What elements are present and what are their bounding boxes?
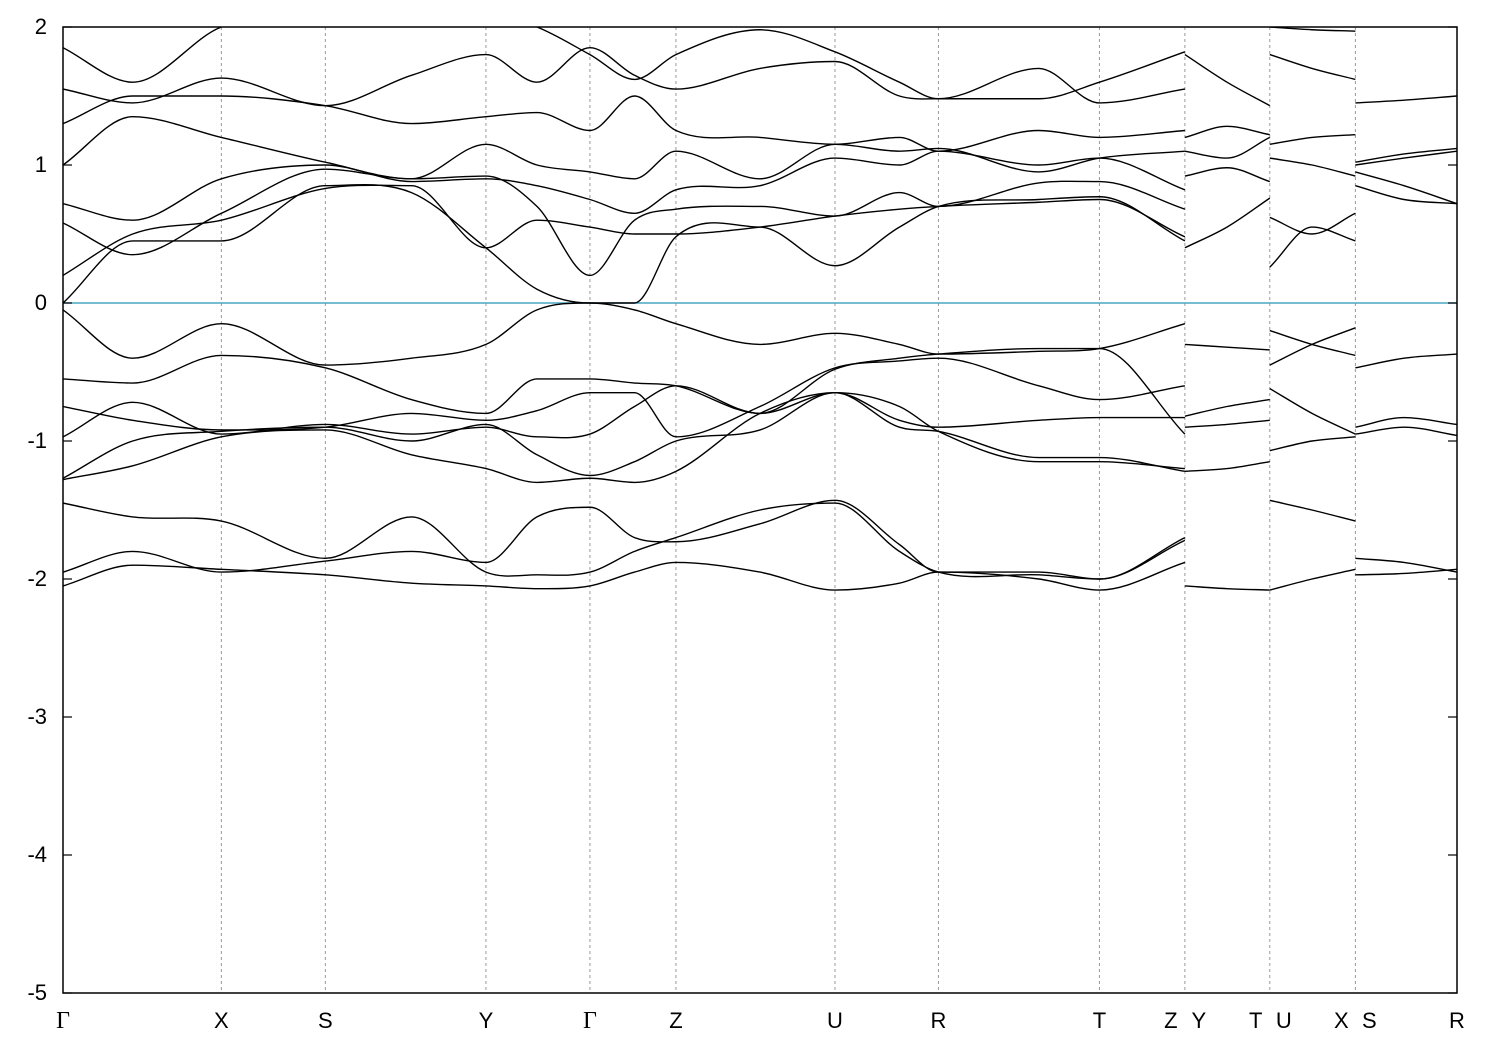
kpoint-label: Y (479, 1008, 494, 1033)
band-line (1269, 27, 1356, 32)
band-line (1355, 171, 1457, 205)
band-line (1184, 54, 1271, 107)
band-line (63, 391, 1185, 484)
band-line (1355, 557, 1457, 573)
kpoint-label: R (930, 1008, 946, 1033)
band-line (1269, 436, 1356, 452)
band-line (1269, 327, 1356, 366)
band-line (1269, 53, 1356, 81)
band-line (1184, 125, 1270, 139)
kpoint-label: Z (669, 1008, 682, 1033)
band-line (1184, 585, 1270, 591)
band-line (63, 95, 1185, 152)
band-line (63, 168, 1186, 277)
band-line (63, 46, 1186, 107)
band-line (63, 184, 1186, 304)
band-line (63, 184, 1186, 277)
kpoint-label: R (1449, 1008, 1465, 1033)
y-tick-label: -1 (27, 428, 47, 453)
band-line (1355, 353, 1457, 369)
band-line (63, 354, 1185, 428)
band-line (1355, 416, 1457, 428)
band-line (1269, 387, 1356, 435)
band-line (1269, 568, 1356, 591)
band-line (1184, 419, 1270, 428)
kpoint-label: T (1249, 1008, 1262, 1033)
band-line (63, 27, 1186, 100)
band-line (1269, 499, 1356, 522)
y-axis-ticks: 2 1 0 -1 -2 -3 -4 -5 (27, 14, 1457, 1005)
kpoint-grid (220, 27, 1356, 993)
y-tick-label: 0 (35, 290, 47, 315)
band-line (63, 302, 1186, 366)
band-line (63, 115, 1185, 180)
band-line (1355, 185, 1457, 205)
kpoint-label: S (1362, 1008, 1377, 1033)
band-line (1269, 329, 1356, 357)
bands (63, 27, 1457, 591)
band-line (63, 347, 1186, 439)
y-tick-label: -2 (27, 566, 47, 591)
kpoint-label: Z (1164, 1008, 1177, 1033)
band-line (63, 502, 1186, 580)
band-line (1269, 133, 1356, 145)
y-tick-label: 1 (35, 152, 47, 177)
band-line (63, 561, 1186, 591)
kpoint-label: S (318, 1008, 333, 1033)
band-line (1269, 157, 1356, 177)
band-line (63, 150, 1186, 221)
band-line (1355, 426, 1457, 437)
kpoint-label: T (1093, 1008, 1106, 1033)
band-line (1355, 95, 1457, 104)
kpoint-label: Y (1192, 1008, 1207, 1033)
band-line (1184, 167, 1271, 183)
band-line (1184, 343, 1270, 351)
band-line (63, 357, 1186, 438)
band-line (63, 499, 1186, 580)
plot-frame (62, 26, 1458, 994)
band-line (1184, 461, 1270, 473)
band-line (1184, 197, 1271, 249)
y-tick-label: -4 (27, 842, 47, 867)
axes (62, 26, 1458, 994)
band-line (1269, 226, 1356, 268)
band-line (1184, 398, 1270, 417)
y-tick-label: -5 (27, 980, 47, 1005)
y-tick-label: -3 (27, 704, 47, 729)
kpoint-label: X (1334, 1008, 1349, 1033)
band-line (1355, 150, 1457, 166)
band-line (1269, 212, 1356, 235)
kpoint-label: Γ (56, 1008, 70, 1034)
kpoint-label: X (214, 1008, 229, 1033)
kpoint-label: U (1276, 1008, 1292, 1033)
band-line (1184, 136, 1271, 159)
y-tick-label: 2 (35, 14, 47, 39)
kpoint-label: Γ (583, 1008, 597, 1034)
kpoint-label: U (827, 1008, 843, 1033)
band-line (1355, 147, 1457, 163)
band-line (1355, 568, 1457, 576)
